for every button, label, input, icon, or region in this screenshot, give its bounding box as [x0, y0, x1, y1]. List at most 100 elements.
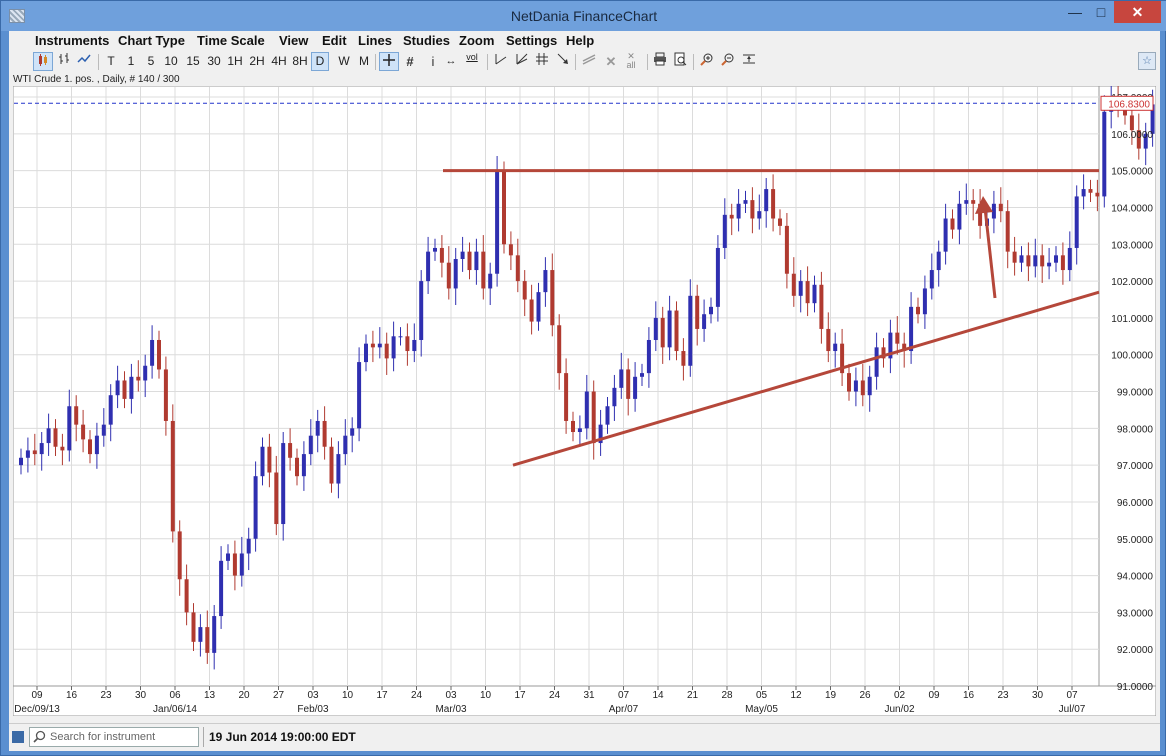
support-trendline [512, 290, 1100, 467]
zoom-reset-icon[interactable] [741, 52, 757, 71]
x-month-label: Jun/02 [884, 704, 914, 715]
y-tick-label: 94.0000 [1117, 572, 1154, 583]
candle-body [695, 295, 700, 329]
app-icon[interactable] [9, 9, 25, 23]
timescale-30[interactable]: 30 [207, 54, 221, 68]
menu-help[interactable]: Help [566, 33, 595, 48]
timescale-d[interactable]: D [311, 52, 329, 71]
timescale-8h[interactable]: 8H [292, 54, 308, 68]
price-chart[interactable]: 91.0000 92.0000 93.0000 94.0000 95.0000 96.00… [13, 86, 1156, 716]
y-axis-panel[interactable] [1098, 86, 1156, 687]
candle-body [1005, 211, 1010, 252]
x-month-label: May/05 [745, 704, 778, 715]
x-tick-label: 10 [480, 690, 492, 701]
timescale-w[interactable]: W [338, 54, 350, 68]
parallel-lines-icon[interactable] [581, 52, 597, 71]
timescale-1h[interactable]: 1H [227, 54, 243, 68]
print-icon[interactable] [652, 52, 668, 71]
candle-body [384, 343, 389, 359]
maximize-button[interactable]: □ [1096, 4, 1106, 20]
candle-body [1047, 262, 1052, 267]
menu-instruments[interactable]: Instruments [35, 33, 110, 48]
timescale-t[interactable]: T [107, 54, 115, 68]
fan-icon[interactable] [514, 52, 530, 71]
timescale-2h[interactable]: 2H [249, 54, 265, 68]
menu-lines[interactable]: Lines [358, 33, 392, 48]
candle-body [991, 203, 996, 219]
chart-area[interactable]: 91.0000 92.0000 93.0000 94.0000 95.0000 96.00… [13, 86, 1156, 716]
candle-body [681, 351, 686, 366]
timescale-5[interactable]: 5 [147, 54, 155, 68]
pin-icon[interactable]: ☆ [1138, 52, 1156, 70]
trendline-icon[interactable] [493, 52, 509, 71]
candle-body [674, 310, 679, 352]
grid-icon[interactable]: # [406, 54, 414, 69]
menu-chart-type[interactable]: Chart Type [118, 33, 185, 48]
candle-body [88, 439, 92, 455]
x-tick-label: 09 [928, 690, 940, 701]
menu-settings[interactable]: Settings [506, 33, 558, 48]
candle-body [957, 203, 962, 230]
candlestick-icon[interactable] [33, 52, 53, 71]
x-tick-label: 05 [756, 690, 768, 701]
zoom-in-icon[interactable] [699, 52, 715, 71]
timescale-1[interactable]: 1 [127, 54, 135, 68]
candle-body [350, 428, 355, 436]
candle-body [515, 255, 520, 282]
candle-body [543, 270, 548, 293]
candle-body [143, 365, 148, 381]
timescale-4h[interactable]: 4H [271, 54, 287, 68]
menu-zoom[interactable]: Zoom [459, 33, 495, 48]
arrow-icon[interactable] [555, 52, 571, 71]
close-button[interactable]: ✕ [1114, 1, 1161, 23]
candle-body [964, 200, 969, 204]
crosshair-icon[interactable] [379, 52, 399, 71]
x-tick-label: 30 [135, 690, 147, 701]
candle-body [239, 553, 244, 576]
candle-body [605, 406, 610, 425]
minimize-button[interactable]: — [1068, 4, 1082, 20]
delete-icon[interactable]: ✕ [605, 54, 617, 69]
menu-view[interactable]: View [279, 33, 309, 48]
candle-body [929, 270, 934, 289]
x-month-label: Dec/09/13 [14, 704, 60, 715]
line-chart-icon[interactable] [75, 52, 93, 71]
candle-body [439, 247, 444, 263]
candle-body [577, 428, 582, 433]
candle-body [136, 376, 141, 381]
y-tick-label: 102.0000 [1111, 277, 1153, 288]
timescale-m[interactable]: M [359, 54, 369, 68]
candle-body [619, 369, 624, 388]
y-axis-labels: 91.0000 92.0000 93.0000 94.0000 95.0000 96.00… [1100, 93, 1154, 693]
plot-background [13, 86, 1100, 687]
title-bar[interactable]: NetDania FinanceChart — □ ✕ [1, 1, 1166, 31]
search-input[interactable] [50, 729, 195, 745]
candle-body [1129, 115, 1134, 131]
menu-edit[interactable]: Edit [322, 33, 347, 48]
scroll-icon[interactable]: ↔ [445, 55, 457, 67]
candle-body [329, 446, 334, 484]
toolbar-separator [575, 54, 576, 70]
info-icon[interactable]: i [431, 54, 435, 69]
candle-body [626, 369, 631, 399]
candle-body [260, 446, 265, 477]
candle-body [246, 538, 251, 554]
timescale-15[interactable]: 15 [186, 54, 200, 68]
y-tick-label: 103.0000 [1111, 240, 1153, 251]
zoom-out-icon[interactable] [720, 52, 736, 71]
candle-body [163, 369, 168, 421]
menu-studies[interactable]: Studies [403, 33, 450, 48]
candle-body [564, 373, 569, 421]
x-tick-label: 26 [859, 690, 871, 701]
volume-icon[interactable]: vol [466, 52, 478, 62]
x-axis-panel[interactable] [13, 685, 1156, 716]
y-tick-label: 100.0000 [1111, 351, 1153, 362]
instrument-search-box[interactable] [29, 727, 199, 747]
delete-all-icon[interactable]: ✕ all [626, 51, 636, 70]
menu-time-scale[interactable]: Time Scale [197, 33, 265, 48]
ohlc-bars-icon[interactable] [55, 52, 73, 71]
timescale-10[interactable]: 10 [164, 54, 178, 68]
fibonacci-icon[interactable] [534, 52, 550, 71]
candle-body [219, 560, 224, 617]
print-preview-icon[interactable] [672, 52, 688, 71]
